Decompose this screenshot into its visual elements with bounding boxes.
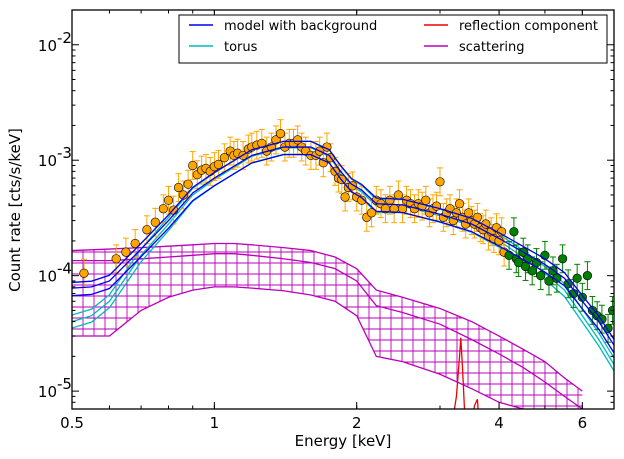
data-point [183,179,193,189]
plot-frame [71,9,615,410]
data-point [435,177,445,187]
model-line [72,153,614,354]
y-tick-label: 10 [38,383,57,401]
data-point [150,217,160,227]
data-point [219,153,229,163]
reflection-line [453,337,479,409]
scattering-lower-line [72,286,526,409]
data-point [357,195,367,205]
data-point [173,182,184,193]
x-tick-label: 6 [578,414,588,432]
data-point [213,159,224,169]
data-point [111,254,121,264]
data-point [552,273,562,283]
x-tick-label: 0.5 [60,414,84,432]
data-point [121,247,131,257]
y-tick-label-exponent: -3 [57,144,72,162]
data-point [158,204,168,214]
axis-ticks [71,9,615,410]
data-point [163,195,174,205]
data-point [557,254,568,264]
data-point [340,192,350,202]
data-point [421,195,431,205]
y-tick-label: 10 [38,152,57,170]
data-point [130,238,140,249]
data-point [385,195,395,205]
data-point [366,208,377,218]
legend-label: reflection component [459,19,598,34]
legend-label: torus [224,40,258,55]
data-point [544,276,554,286]
data-point [527,266,537,276]
data-point [188,160,198,171]
model-line [72,140,614,340]
legend-box [178,14,608,64]
data-point [79,268,89,278]
x-tick-label: 2 [352,414,362,432]
data-point [572,273,582,283]
data-point [509,227,519,237]
legend-label: scattering [459,40,525,55]
data-point [275,129,286,139]
data-point [393,190,403,200]
x-tick-label: 4 [494,414,504,432]
data-point [271,135,281,145]
scattering-upper-line [72,242,583,392]
data-point [454,199,465,209]
x-tick-labels: 0.5 1 2 4 6 [60,414,587,432]
data-point [582,271,593,281]
y-tick-label-exponent: -5 [57,375,72,393]
y-tick-label-exponent: -2 [57,29,72,47]
y-axis-label: Count rate [cts/s/keV] [6,128,24,292]
y-tick-labels: 10-510-410-310-2 [38,29,72,401]
legend: model with background reflection componen… [178,14,608,64]
data-point [536,271,546,281]
legend-label: model with background [224,19,377,34]
model-line [72,146,614,346]
y-tick-label: 10 [38,268,57,286]
x-tick-label: 1 [210,414,220,432]
x-axis-label: Energy [keV] [295,432,392,450]
scattering-line [72,253,583,409]
data-point [293,135,303,145]
data-point [178,190,188,200]
data-point [142,225,152,235]
data-point [514,257,524,268]
y-tick-label: 10 [38,37,57,55]
y-tick-label-exponent: -4 [57,260,72,278]
